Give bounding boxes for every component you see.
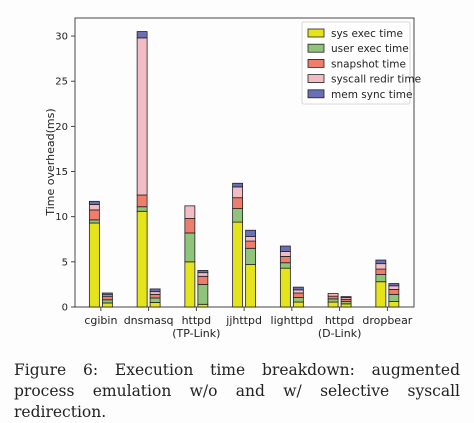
y-tick-label: 5 xyxy=(62,257,68,268)
bar-segment xyxy=(327,295,339,300)
bar-segment xyxy=(388,283,400,287)
bar-segment xyxy=(136,31,148,39)
bar-segment xyxy=(279,256,291,264)
category-label: httpd xyxy=(182,314,212,327)
bar-segment xyxy=(340,303,352,308)
bar-segment xyxy=(292,286,304,291)
bar-segment xyxy=(197,303,209,308)
bar-segment xyxy=(232,197,244,209)
legend-swatch xyxy=(307,74,325,83)
bar-segment xyxy=(184,205,196,219)
bar-segment xyxy=(88,219,100,224)
bar-segment xyxy=(136,194,148,208)
bar-segment xyxy=(245,247,257,265)
y-tick-label: 10 xyxy=(55,212,68,223)
y-tick-label: 25 xyxy=(55,77,68,88)
category-label: dnsmasq xyxy=(124,314,174,327)
bar-segment xyxy=(292,292,304,298)
legend-label: mem sync time xyxy=(331,89,412,101)
legend-label: syscall redir time xyxy=(331,74,421,86)
bar-segment xyxy=(375,281,387,308)
bar-segment xyxy=(149,302,161,308)
category-label: lighttpd xyxy=(271,314,314,327)
bar-segment xyxy=(279,262,291,269)
legend-label: user exec time xyxy=(331,43,409,55)
bar-segment xyxy=(388,288,400,295)
bar-segment xyxy=(149,297,161,303)
y-tick-label: 20 xyxy=(55,122,68,133)
bar-segment xyxy=(197,275,209,285)
bar-segment xyxy=(232,182,244,188)
bar-segment xyxy=(340,296,352,298)
bar-segment xyxy=(245,229,257,237)
bar-segment xyxy=(136,206,148,212)
bar-segment xyxy=(245,236,257,242)
legend-swatch xyxy=(307,43,325,53)
bar-segment xyxy=(136,210,148,308)
category-label: httpd xyxy=(325,314,355,327)
y-tick-label: 15 xyxy=(55,167,68,178)
legend-label: sys exec time xyxy=(331,28,403,40)
bar-segment xyxy=(388,285,400,290)
bar-segment xyxy=(292,289,304,294)
bar-segment xyxy=(197,284,209,305)
bar-segment xyxy=(327,293,339,297)
bar-segment xyxy=(375,268,387,275)
bar-segment xyxy=(88,204,100,211)
bar-segment xyxy=(375,259,387,265)
bar-segment xyxy=(136,37,148,196)
bar-segment xyxy=(279,267,291,308)
category-label: dropbear xyxy=(362,314,412,327)
bar-segment xyxy=(245,264,257,308)
legend-swatch xyxy=(307,59,325,68)
category-label: cgibin xyxy=(84,314,117,327)
bar-segment xyxy=(88,200,100,205)
bar-segment xyxy=(245,240,257,249)
bar-segment xyxy=(184,232,196,263)
y-tick-label: 30 xyxy=(55,32,68,43)
bar-segment xyxy=(197,272,209,277)
category-label: jjhttpd xyxy=(225,314,262,327)
bar-segment xyxy=(232,208,244,223)
bar-segment xyxy=(292,301,304,308)
y-axis: 0 5 10 15 20 25 30 xyxy=(55,32,75,314)
bar-segment xyxy=(292,297,304,303)
legend-label: snapshot time xyxy=(331,58,406,70)
legend-swatch xyxy=(307,89,325,99)
bar-segment xyxy=(375,263,387,270)
bar-segment xyxy=(327,301,339,308)
bar-segment xyxy=(149,288,161,293)
bar-segment xyxy=(375,274,387,283)
bar-segment xyxy=(232,186,244,199)
bar-segment xyxy=(88,222,100,308)
bar-groups xyxy=(88,31,400,308)
bar-segment xyxy=(101,296,113,301)
bar-segment xyxy=(388,293,400,302)
legend-swatch xyxy=(307,28,325,38)
y-axis-label: Time overhead(ms) xyxy=(44,108,57,216)
bar-segment xyxy=(101,292,113,296)
figure-caption: Figure 6: Execution time breakdown: augm… xyxy=(14,361,460,421)
legend-box xyxy=(301,21,411,105)
legend: sys exec time user exec time snapshot time… xyxy=(301,21,421,105)
category-label: (TP-Link) xyxy=(172,327,220,340)
bar-segment xyxy=(184,261,196,308)
bar-segment xyxy=(184,218,196,234)
bar-segment xyxy=(101,302,113,308)
bar-segment xyxy=(232,221,244,308)
bar-segment xyxy=(327,298,339,303)
bar-segment xyxy=(149,293,161,299)
bar-segment xyxy=(88,209,100,221)
bar-segment xyxy=(101,299,113,304)
bar-segment xyxy=(279,251,291,257)
y-tick-label: 0 xyxy=(62,303,68,314)
bar-segment xyxy=(388,301,400,308)
bar-segment xyxy=(197,270,209,274)
x-axis: cgibin dnsmasq httpd(TP-Link)jjhttpd lightt… xyxy=(84,307,413,340)
bar-segment xyxy=(149,291,161,295)
bar-segment xyxy=(279,245,291,252)
category-label: (D-Link) xyxy=(318,327,362,340)
